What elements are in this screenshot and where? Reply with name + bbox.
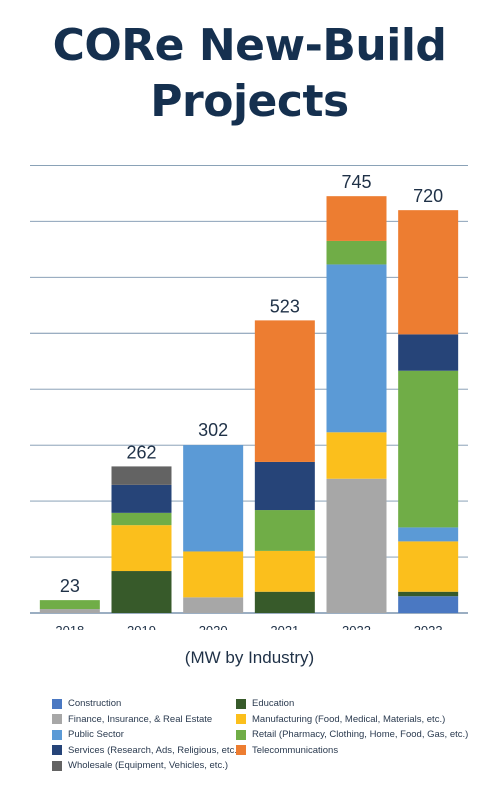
chart-title-line-2: Projects bbox=[150, 76, 349, 127]
bar-segment-2021-services bbox=[254, 461, 315, 511]
bar-segment-2023-education bbox=[398, 591, 459, 597]
legend-label: Finance, Insurance, & Real Estate bbox=[68, 713, 213, 725]
legend-item: Retail (Pharmacy, Clothing, Home, Food, … bbox=[236, 729, 468, 740]
legend-swatch bbox=[236, 698, 246, 709]
x-tick-label: 2022 bbox=[342, 623, 371, 630]
bar-total-label: 302 bbox=[198, 420, 228, 440]
legend-item: Public Sector bbox=[52, 729, 124, 740]
bar-total-label: 262 bbox=[126, 442, 156, 462]
bar-segment-2020-public bbox=[183, 445, 244, 552]
legend-swatch bbox=[236, 729, 246, 740]
legend-item: Services (Research, Ads, Religious, etc.… bbox=[52, 745, 240, 756]
legend-item: Manufacturing (Food, Medical, Materials,… bbox=[236, 714, 445, 725]
bar-segment-2019-wholesale bbox=[111, 466, 172, 485]
x-tick-label: 2018 bbox=[55, 623, 84, 630]
bar-segment-2022-finance bbox=[326, 478, 387, 613]
legend-item: Telecommunications bbox=[236, 745, 338, 756]
legend-label: Manufacturing (Food, Medical, Materials,… bbox=[252, 713, 446, 725]
bar-total-label: 720 bbox=[413, 186, 443, 206]
legend-swatch bbox=[236, 745, 246, 755]
bar-segment-2018-retail bbox=[39, 600, 100, 610]
bar-segment-2018-finance bbox=[39, 609, 100, 613]
bar-total-label: 745 bbox=[341, 172, 371, 192]
bar-segment-2021-manufacturing bbox=[254, 550, 315, 592]
x-tick-label: 2021 bbox=[270, 623, 299, 630]
legend-swatch bbox=[52, 714, 62, 724]
bar-segment-2019-services bbox=[111, 484, 172, 513]
bar-segment-2019-manufacturing bbox=[111, 525, 172, 572]
legend-swatch bbox=[236, 714, 246, 724]
chart-title: CORe New-Build Projects bbox=[0, 18, 499, 130]
legend-label: Education bbox=[252, 698, 295, 709]
bar-segment-2022-public bbox=[326, 264, 387, 433]
legend-item: Education bbox=[236, 698, 294, 709]
legend-item: Finance, Insurance, & Real Estate bbox=[52, 714, 212, 725]
bar-segment-2023-telecommunications bbox=[398, 210, 459, 335]
legend-label: Services (Research, Ads, Religious, etc.… bbox=[68, 744, 241, 756]
bar-segment-2022-telecommunications bbox=[326, 196, 387, 241]
bar-segment-2022-retail bbox=[326, 240, 387, 265]
legend-label: Telecommunications bbox=[252, 744, 339, 756]
x-tick-label: 2019 bbox=[127, 623, 156, 630]
bar-segment-2019-retail bbox=[111, 512, 172, 526]
legend-swatch bbox=[52, 760, 62, 771]
legend-label: Wholesale (Equipment, Vehicles, etc.) bbox=[68, 760, 228, 771]
legend-swatch bbox=[52, 729, 62, 740]
chart-title-line-1: CORe New-Build bbox=[52, 20, 447, 71]
legend-label: Construction bbox=[68, 698, 122, 709]
x-tick-label: 2020 bbox=[199, 623, 228, 630]
legend-swatch bbox=[52, 745, 62, 755]
legend-label: Public Sector bbox=[68, 729, 124, 740]
bar-total-label: 523 bbox=[270, 296, 300, 316]
bar-segment-2023-public bbox=[398, 527, 459, 542]
bar-segment-2023-manufacturing bbox=[398, 541, 459, 592]
bar-segment-2022-manufacturing bbox=[326, 432, 387, 479]
legend-label: Retail (Pharmacy, Clothing, Home, Food, … bbox=[252, 729, 469, 740]
bar-segment-2021-retail bbox=[254, 510, 315, 551]
bar-total-label: 23 bbox=[60, 576, 80, 596]
bar-segment-2020-manufacturing bbox=[183, 551, 244, 598]
bar-segment-2023-construction bbox=[398, 596, 459, 613]
legend-swatch bbox=[52, 698, 62, 709]
bar-segment-2019-education bbox=[111, 571, 172, 613]
x-axis-caption: (MW by Industry) bbox=[184, 648, 315, 667]
legend-item: Wholesale (Equipment, Vehicles, etc.) bbox=[52, 760, 228, 771]
bar-segment-2021-telecommunications bbox=[254, 320, 315, 462]
bar-segment-2020-finance bbox=[183, 597, 244, 613]
x-tick-label: 2023 bbox=[414, 623, 443, 630]
bar-segment-2023-retail bbox=[398, 370, 459, 528]
bar-segment-2021-education bbox=[254, 591, 315, 613]
bar-segment-2023-services bbox=[398, 334, 459, 371]
stacked-bar-chart: 23 2018 262 2019 302 2020 523 2021 745 2022 720 202… bbox=[30, 164, 468, 630]
legend-item: Construction bbox=[52, 698, 121, 709]
